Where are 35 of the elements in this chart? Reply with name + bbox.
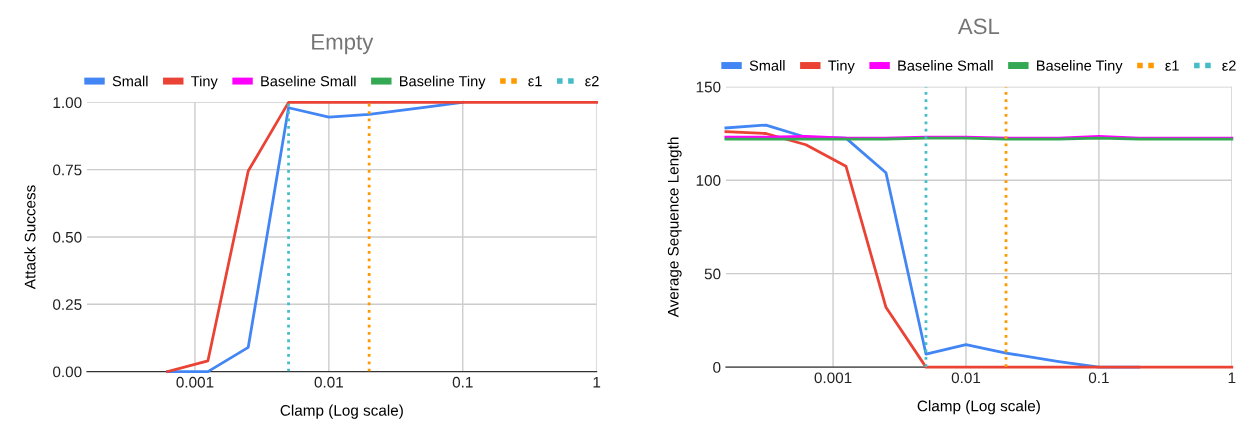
legend-label: Small	[749, 60, 785, 71]
y-tick-label: 0	[713, 361, 721, 373]
legend-label: Tiny	[828, 60, 855, 74]
y-tick-label: 50	[704, 268, 721, 280]
x-tick-label: 0.1	[1088, 372, 1109, 384]
legend-label: Baseline Tiny	[400, 75, 486, 90]
y-axis-title: Attack Success	[24, 185, 36, 290]
chart-title: Empty	[312, 34, 374, 55]
legend-label: ε2	[585, 76, 599, 87]
y-tick-label: 0.25	[53, 299, 82, 310]
y-tick-label: 0.00	[53, 366, 82, 378]
y-axis-title: Average Sequence Length	[667, 137, 682, 318]
y-tick-label: 100	[696, 175, 721, 186]
x-tick-label: 0.001	[176, 376, 214, 388]
x-axis-title: Clamp (Log scale)	[280, 404, 403, 419]
y-tick-label: 1.00	[53, 97, 82, 109]
legend-label: Baseline Tiny	[1037, 60, 1123, 74]
x-tick-label: 0.01	[951, 372, 981, 384]
chart-title: ASL	[957, 18, 1000, 35]
legend-label: ε1	[1165, 60, 1179, 71]
x-tick-label: 1	[593, 377, 601, 388]
legend-label: Baseline Small	[261, 75, 356, 87]
y-tick-label: 0.75	[53, 164, 82, 176]
y-tick-label: 0.50	[53, 231, 82, 243]
x-tick-label: 0.01	[314, 376, 343, 388]
y-tick-label: 150	[696, 81, 721, 93]
legend-label: ε2	[1222, 60, 1236, 71]
x-axis-title: Clamp (Log scale)	[917, 400, 1040, 415]
x-tick-label: 0.1	[452, 376, 473, 388]
legend-label: Small	[112, 75, 148, 87]
legend-label: ε1	[528, 76, 542, 87]
legend-label: Baseline Small	[898, 60, 993, 71]
x-tick-label: 0.001	[814, 372, 852, 384]
legend-label: Tiny	[191, 75, 218, 90]
x-tick-label: 1	[1228, 372, 1236, 384]
